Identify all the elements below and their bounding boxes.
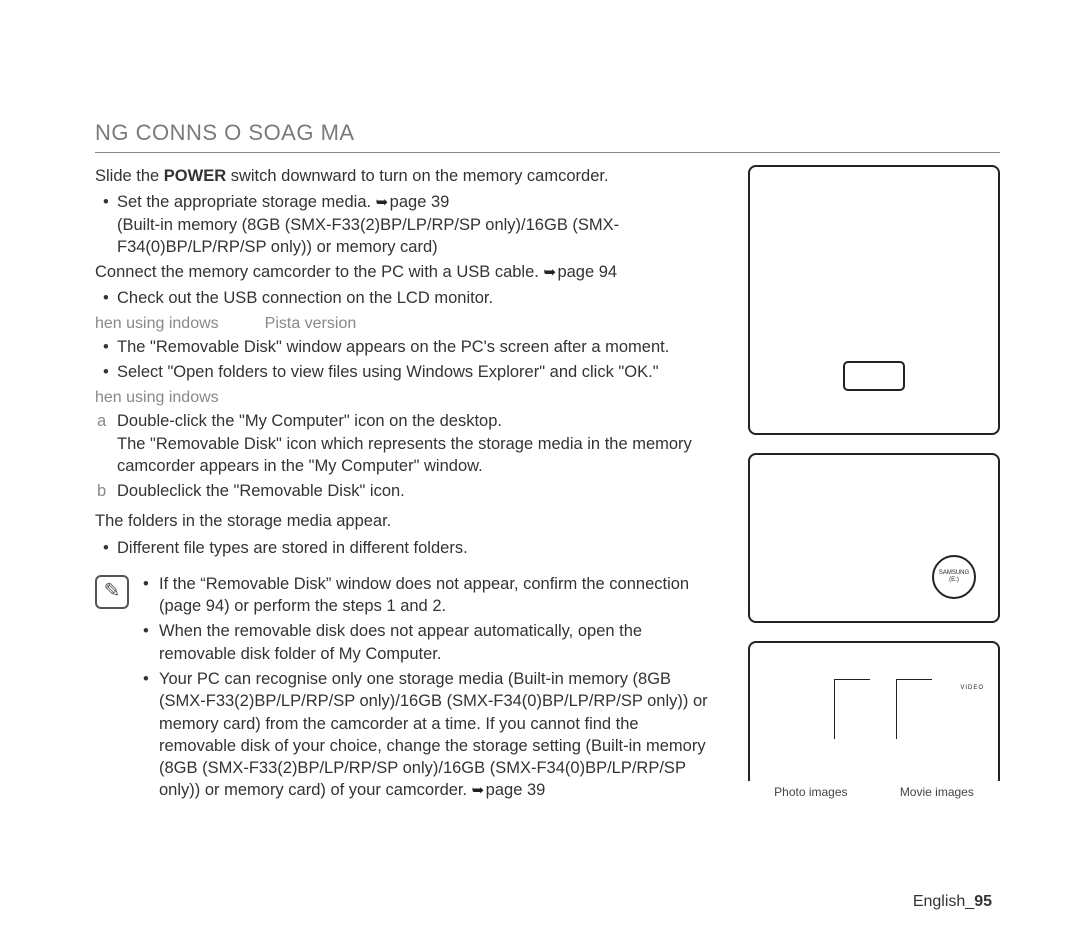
windows2-header: hen using indows: [95, 387, 720, 409]
arrow-icon: [472, 779, 486, 789]
step1-text-b: switch downward to turn on the memory ca…: [226, 167, 608, 185]
step3-sub: Different file types are stored in diffe…: [95, 537, 720, 559]
step2-text: Connect the memory camcorder to the PC w…: [95, 263, 543, 281]
note-list: If the “Removable Disk” window does not …: [141, 573, 720, 805]
step1-sub: Set the appropriate storage media. page …: [95, 191, 720, 258]
step2-page: page 94: [557, 263, 617, 281]
windows-xp-header: hen using indows Pista version: [95, 313, 720, 335]
instructions-column: Slide the POWER switch downward to turn …: [95, 165, 720, 805]
note-1: If the “Removable Disk” window does not …: [141, 573, 720, 618]
win2-b: b Doubleclick the "Removable Disk" icon.: [95, 480, 720, 502]
winxp-hdr-b: Pista version: [265, 315, 357, 332]
note-2: When the removable disk does not appear …: [141, 620, 720, 665]
disk-icon: SAMSUNG (E:): [932, 555, 976, 599]
step-3: The folders in the storage media appear.: [95, 510, 720, 532]
step2-sub: Check out the USB connection on the LCD …: [95, 287, 720, 309]
panel-labels: Photo images Movie images: [748, 785, 1000, 799]
label-movie: Movie images: [900, 785, 974, 799]
folder-line-right: [896, 679, 914, 739]
win2-b-text: Doubleclick the "Removable Disk" icon.: [117, 482, 405, 500]
step1-sub-a: Set the appropriate storage media.: [117, 193, 376, 211]
folder-line-left: [834, 679, 852, 739]
footer-page: 95: [974, 893, 992, 910]
illustration-panel-3: VIDEO: [748, 641, 1000, 781]
folder-lines: [834, 679, 914, 739]
illustration-panel-2: SAMSUNG (E:): [748, 453, 1000, 623]
usb-slot-icon: [843, 361, 905, 391]
footer-lang: English_: [913, 893, 974, 910]
win2-a2: The "Removable Disk" icon which represen…: [117, 435, 692, 475]
winxp-sub2: Select "Open folders to view files using…: [95, 361, 720, 383]
illustration-panel-1: [748, 165, 1000, 435]
letter-b: b: [97, 480, 106, 502]
step1-sub-page: page 39: [390, 193, 450, 211]
letter-a: a: [97, 410, 106, 432]
winxp-hdr-a: hen using indows: [95, 315, 219, 332]
arrow-icon: [543, 261, 557, 271]
note-icon: ✎: [95, 575, 129, 609]
note-3: Your PC can recognise only one storage m…: [141, 668, 720, 802]
illustration-column: SAMSUNG (E:) VIDEO Photo images Movie im…: [748, 165, 1000, 805]
note-block: ✎ If the “Removable Disk” window does no…: [95, 573, 720, 805]
label-photo: Photo images: [774, 785, 847, 799]
step-1: Slide the POWER switch downward to turn …: [95, 165, 720, 187]
content-row: Slide the POWER switch downward to turn …: [95, 165, 1000, 805]
step1-bold: POWER: [164, 167, 226, 185]
win2-a1: Double-click the "My Computer" icon on t…: [117, 412, 502, 430]
winxp-sub1: The "Removable Disk" window appears on t…: [95, 336, 720, 358]
note3-text: Your PC can recognise only one storage m…: [159, 670, 708, 799]
step-2: Connect the memory camcorder to the PC w…: [95, 261, 720, 283]
page-footer: English_95: [913, 893, 992, 911]
section-heading: NG CONNS O SOAG MA: [95, 120, 1000, 153]
step1-text-a: Slide the: [95, 167, 164, 185]
arrow-icon: [376, 191, 390, 201]
step1-sub-b: (Built-in memory (8GB (SMX-F33(2)BP/LP/R…: [117, 216, 619, 256]
win2-a: a Double-click the "My Computer" icon on…: [95, 410, 720, 477]
note3-page: page 39: [486, 781, 546, 799]
video-label: VIDEO: [960, 685, 984, 691]
